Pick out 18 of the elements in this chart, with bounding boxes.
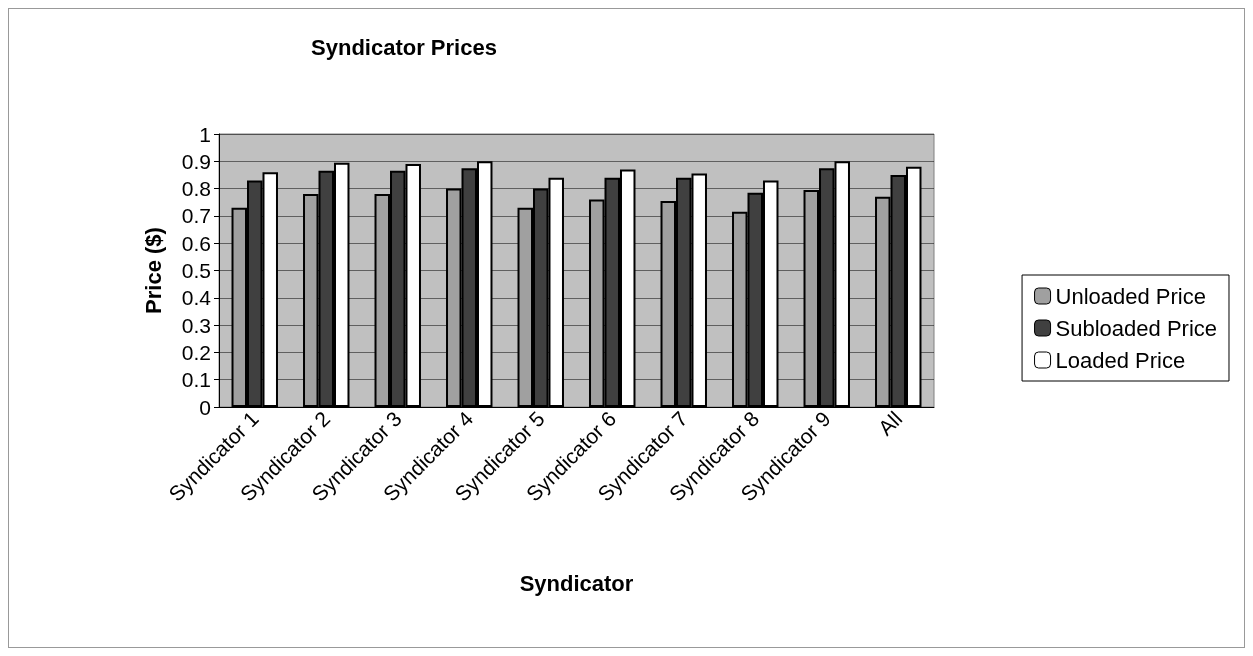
legend-label: Loaded Price	[1055, 347, 1186, 373]
y-tick-label: 0.9	[181, 149, 211, 173]
legend-label: Unloaded Price	[1055, 283, 1206, 309]
y-axis-title: Price ($)	[140, 227, 166, 314]
y-tick-label: 0	[199, 395, 211, 419]
y-tick-label: 0.4	[181, 286, 212, 310]
y-tick-label: 0.5	[181, 259, 211, 282]
x-tick-label: All	[873, 406, 907, 440]
x-axis-title: Syndicator	[519, 570, 634, 596]
y-tick-label: 0.1	[181, 368, 211, 392]
y-tick-label: 1	[199, 122, 211, 146]
y-tick-label: 0.7	[181, 204, 211, 228]
legend-label: Subloaded Price	[1055, 315, 1218, 341]
y-tick-label: 0.8	[181, 177, 211, 201]
y-tick-label: 0.2	[181, 340, 211, 364]
chart-title: Syndicator Prices	[311, 34, 497, 60]
y-tick-label: 0.3	[181, 313, 211, 337]
y-tick-label: 0.6	[181, 231, 211, 255]
